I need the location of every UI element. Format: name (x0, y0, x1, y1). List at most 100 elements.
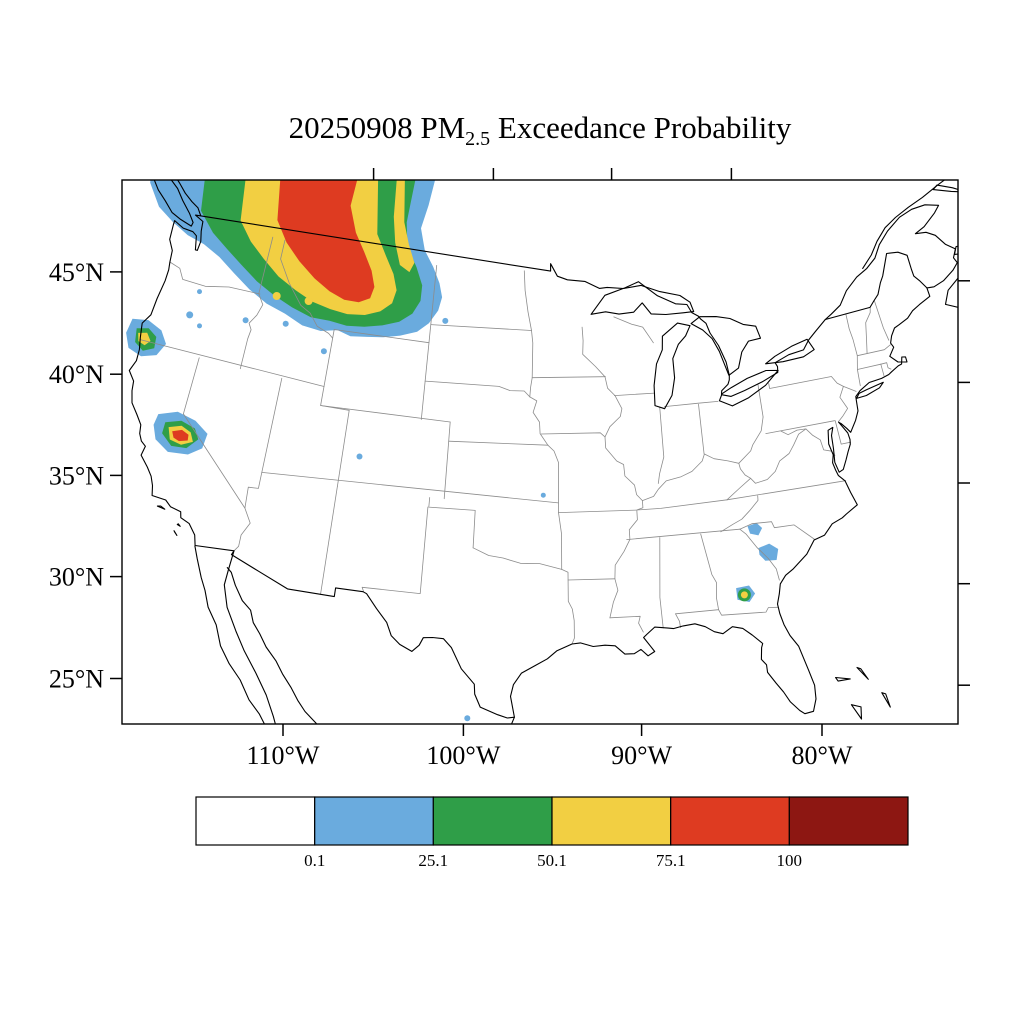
state-border-line-12 (320, 405, 451, 423)
lon-tick-label: 90°W (611, 741, 672, 770)
coastline-3 (690, 316, 762, 376)
state-border-line-45 (738, 462, 751, 479)
state-border-line-20 (448, 440, 549, 446)
colorbar-cell-3 (551, 796, 672, 846)
probability-spot-0 (186, 311, 194, 319)
state-border-line-22 (547, 444, 559, 513)
state-border-line-63 (845, 313, 861, 387)
lat-tick-label: 35°N (49, 461, 104, 490)
state-border-line-44 (750, 428, 807, 484)
state-border-line-3 (139, 339, 325, 387)
colorbar-tick-label: 100 (777, 851, 803, 870)
state-border-line-8 (261, 472, 559, 504)
probability-spot-3 (242, 317, 249, 324)
colorbar-cell-4 (670, 796, 791, 846)
lat-tick-label: 25°N (49, 665, 104, 694)
state-border-line-27 (558, 509, 637, 513)
colorbar-tick-label: 75.1 (656, 851, 686, 870)
state-border-line-35 (614, 392, 656, 396)
colorbar-tick-label: 25.1 (418, 851, 448, 870)
state-border-line-62 (834, 420, 851, 445)
state-border-line-37 (657, 406, 665, 484)
state-border-line-55 (718, 606, 779, 616)
state-border-line-7 (244, 472, 263, 509)
state-border-line-11 (320, 386, 350, 411)
state-border-line-18 (424, 380, 531, 398)
coastline-9 (862, 180, 946, 269)
colorbar-tick-label: 50.1 (537, 851, 567, 870)
lat-tick-label: 45°N (49, 258, 104, 287)
chart-title-suffix: Exceedance Probability (490, 110, 792, 145)
state-border-line-0 (169, 261, 261, 295)
lon-tick-label: 110°W (247, 741, 320, 770)
lon-tick-label: 100°W (426, 741, 500, 770)
coastline-13 (856, 381, 884, 399)
colorbar-cell-1 (314, 796, 435, 846)
state-border-line-16 (420, 265, 438, 420)
coastline-8 (824, 204, 958, 321)
chart-title: 20250908 PM2.5 Exceedance Probability (56, 110, 1024, 150)
state-border-line-13 (280, 239, 333, 339)
state-border-line-24 (523, 270, 532, 331)
state-border-line-42 (765, 420, 835, 434)
colorbar-tick-label: 0.1 (304, 851, 325, 870)
state-border-line-69 (873, 300, 890, 341)
colorbar: 0.1 25.1 50.1 75.1 100 (195, 796, 909, 870)
coastline-15 (856, 666, 869, 680)
probability-spot-5 (320, 348, 327, 355)
state-border-line-57 (659, 537, 664, 629)
state-border-line-36 (613, 316, 654, 344)
state-border-line-10 (320, 485, 338, 595)
axis-labels-layer: 45°N 40°N 35°N 30°N 25°N 110°W 100°W 90°W 80°W (49, 258, 853, 770)
state-border-line-25 (531, 330, 606, 379)
state-border-line-51 (739, 521, 816, 540)
state-border-line-17 (430, 324, 532, 331)
coastline-6 (153, 180, 194, 227)
state-border-line-67 (856, 344, 891, 357)
state-border-line-40 (664, 401, 719, 407)
coastline-16 (850, 704, 863, 720)
coastline-19 (156, 505, 166, 510)
state-border-line-68 (865, 307, 871, 354)
coastline-14 (835, 676, 851, 682)
coastline-24 (510, 716, 515, 724)
colorbar-cell-5 (788, 796, 909, 846)
pacific-northwest-northern-rockies-contour-75.1 (277, 180, 375, 303)
coastline-21 (173, 530, 178, 536)
lon-tick-label: 80°W (792, 741, 853, 770)
state-border-line-61 (843, 386, 857, 392)
coastline-11 (953, 245, 958, 255)
state-border-line-64 (857, 363, 882, 370)
upstate-south-carolina-contour-0.1 (747, 523, 763, 536)
state-border-line-32 (561, 569, 575, 645)
state-border-line-49 (626, 528, 741, 540)
lat-tick-label: 40°N (49, 360, 104, 389)
colorbar-cell-2 (432, 796, 553, 846)
state-border-line-60 (837, 386, 848, 423)
coastline-4 (718, 369, 779, 407)
state-border-line-38 (642, 416, 764, 501)
state-border-line-33 (567, 578, 616, 581)
probability-spot-6 (356, 453, 363, 460)
chart-title-prefix: 20250908 PM (288, 110, 466, 145)
coastline-1 (590, 284, 695, 316)
state-border-line-31 (361, 506, 429, 594)
probability-spot-8 (540, 492, 546, 498)
probability-spot-7 (442, 317, 449, 324)
probability-spot-9 (464, 715, 471, 722)
state-border-line-48 (726, 480, 847, 501)
coastline-5 (765, 338, 815, 365)
state-border-line-58 (609, 615, 644, 633)
state-border-line-14 (323, 329, 335, 387)
state-border-line-15 (333, 329, 430, 344)
coastline-0 (128, 214, 931, 719)
state-border-line-1 (258, 236, 274, 295)
probability-spot-1 (197, 323, 202, 329)
state-border-line-6 (261, 377, 283, 473)
state-border-line-59 (768, 376, 844, 389)
state-border-line-23 (540, 432, 606, 438)
state-border-line-9 (337, 409, 350, 487)
coastline-7 (177, 180, 202, 217)
southwest-oregon-northwest-california-contour-50.1 (138, 332, 151, 346)
probability-spot-13 (740, 591, 748, 599)
